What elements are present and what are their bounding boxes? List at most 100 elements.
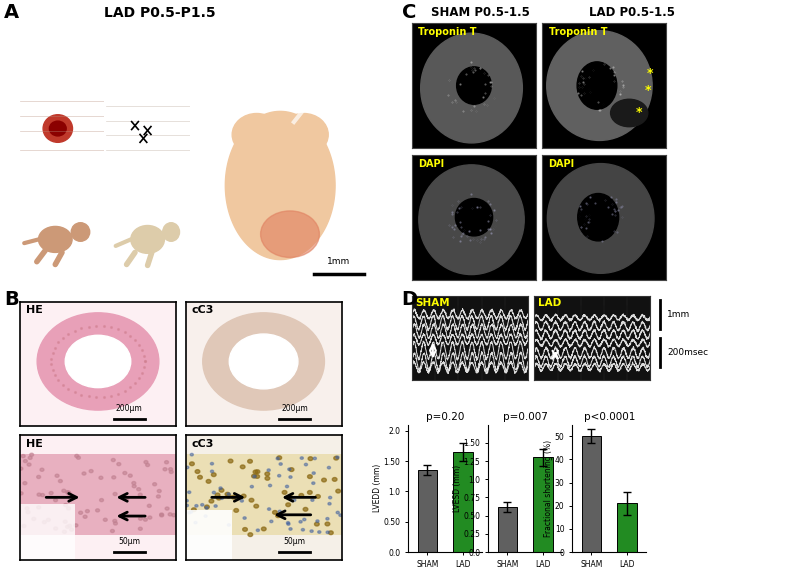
Text: 200μm: 200μm: [282, 404, 308, 412]
Ellipse shape: [336, 512, 339, 514]
Ellipse shape: [153, 483, 157, 486]
Ellipse shape: [204, 515, 207, 517]
Ellipse shape: [146, 463, 150, 466]
Ellipse shape: [123, 472, 127, 474]
Text: LAD: LAD: [538, 298, 561, 309]
Ellipse shape: [303, 508, 308, 511]
Ellipse shape: [240, 465, 245, 469]
Ellipse shape: [62, 489, 66, 492]
Text: SHAM: SHAM: [415, 298, 450, 309]
Ellipse shape: [312, 472, 315, 474]
Ellipse shape: [169, 467, 173, 471]
FancyBboxPatch shape: [186, 454, 342, 535]
Ellipse shape: [290, 467, 294, 472]
Ellipse shape: [206, 480, 211, 483]
Ellipse shape: [70, 528, 74, 531]
Ellipse shape: [138, 493, 142, 496]
Polygon shape: [226, 111, 335, 260]
Text: SHAM P0.5-1.5: SHAM P0.5-1.5: [430, 6, 530, 19]
Text: Troponin T: Troponin T: [418, 27, 477, 37]
Ellipse shape: [110, 530, 114, 532]
Ellipse shape: [19, 492, 23, 495]
Text: DAPI: DAPI: [418, 158, 444, 169]
Ellipse shape: [74, 524, 78, 527]
Ellipse shape: [87, 350, 118, 378]
Ellipse shape: [234, 509, 238, 512]
Ellipse shape: [86, 510, 90, 513]
Text: 50μm: 50μm: [118, 537, 140, 546]
Ellipse shape: [190, 454, 194, 456]
Ellipse shape: [210, 470, 214, 473]
Text: 200msec: 200msec: [667, 347, 708, 357]
Ellipse shape: [227, 493, 230, 495]
Ellipse shape: [231, 495, 236, 499]
Title: p=0.20: p=0.20: [426, 412, 464, 422]
Ellipse shape: [26, 510, 30, 514]
Ellipse shape: [286, 521, 290, 524]
Ellipse shape: [248, 533, 253, 536]
Text: Troponin T: Troponin T: [549, 27, 607, 37]
Ellipse shape: [38, 226, 72, 252]
Ellipse shape: [89, 470, 93, 473]
Ellipse shape: [185, 499, 188, 502]
Text: A: A: [4, 3, 19, 22]
Ellipse shape: [253, 475, 256, 478]
Ellipse shape: [232, 114, 281, 156]
Text: HE: HE: [26, 438, 43, 449]
Ellipse shape: [168, 513, 172, 516]
Bar: [582, 436, 602, 552]
Ellipse shape: [195, 470, 200, 473]
Ellipse shape: [112, 476, 116, 479]
Ellipse shape: [304, 463, 307, 466]
Ellipse shape: [77, 456, 80, 459]
Ellipse shape: [22, 524, 26, 528]
Ellipse shape: [165, 507, 169, 510]
Ellipse shape: [137, 488, 141, 491]
Ellipse shape: [253, 470, 258, 474]
Ellipse shape: [289, 528, 292, 530]
Ellipse shape: [293, 499, 296, 501]
Ellipse shape: [195, 505, 198, 507]
Ellipse shape: [255, 474, 259, 478]
Ellipse shape: [240, 499, 243, 502]
Ellipse shape: [138, 527, 142, 530]
Ellipse shape: [37, 506, 41, 509]
Ellipse shape: [67, 492, 71, 495]
Text: LAD P0.5-P1.5: LAD P0.5-P1.5: [104, 6, 216, 20]
Ellipse shape: [66, 491, 70, 494]
Ellipse shape: [248, 459, 252, 463]
Text: 50μm: 50μm: [284, 537, 306, 546]
Ellipse shape: [117, 463, 121, 466]
Text: C: C: [402, 3, 416, 22]
Ellipse shape: [256, 529, 259, 531]
Ellipse shape: [312, 482, 315, 484]
Ellipse shape: [228, 459, 233, 463]
Ellipse shape: [103, 518, 107, 521]
Ellipse shape: [132, 485, 136, 488]
Ellipse shape: [326, 517, 329, 520]
Ellipse shape: [299, 494, 304, 497]
Ellipse shape: [66, 491, 70, 494]
Ellipse shape: [610, 99, 648, 126]
Ellipse shape: [205, 505, 210, 509]
Bar: [498, 507, 518, 552]
Ellipse shape: [457, 67, 491, 104]
Ellipse shape: [68, 524, 71, 527]
FancyBboxPatch shape: [20, 454, 176, 535]
Ellipse shape: [22, 455, 25, 458]
Ellipse shape: [40, 468, 44, 472]
Ellipse shape: [265, 476, 270, 480]
Ellipse shape: [188, 512, 191, 514]
Ellipse shape: [286, 503, 290, 506]
Ellipse shape: [74, 455, 78, 458]
Ellipse shape: [82, 472, 86, 475]
Ellipse shape: [113, 492, 117, 495]
Ellipse shape: [267, 469, 270, 472]
Ellipse shape: [322, 478, 326, 482]
Ellipse shape: [157, 495, 160, 498]
Ellipse shape: [289, 476, 292, 478]
Ellipse shape: [278, 474, 281, 477]
Ellipse shape: [160, 513, 163, 516]
Text: *: *: [647, 67, 654, 79]
Ellipse shape: [41, 494, 45, 496]
